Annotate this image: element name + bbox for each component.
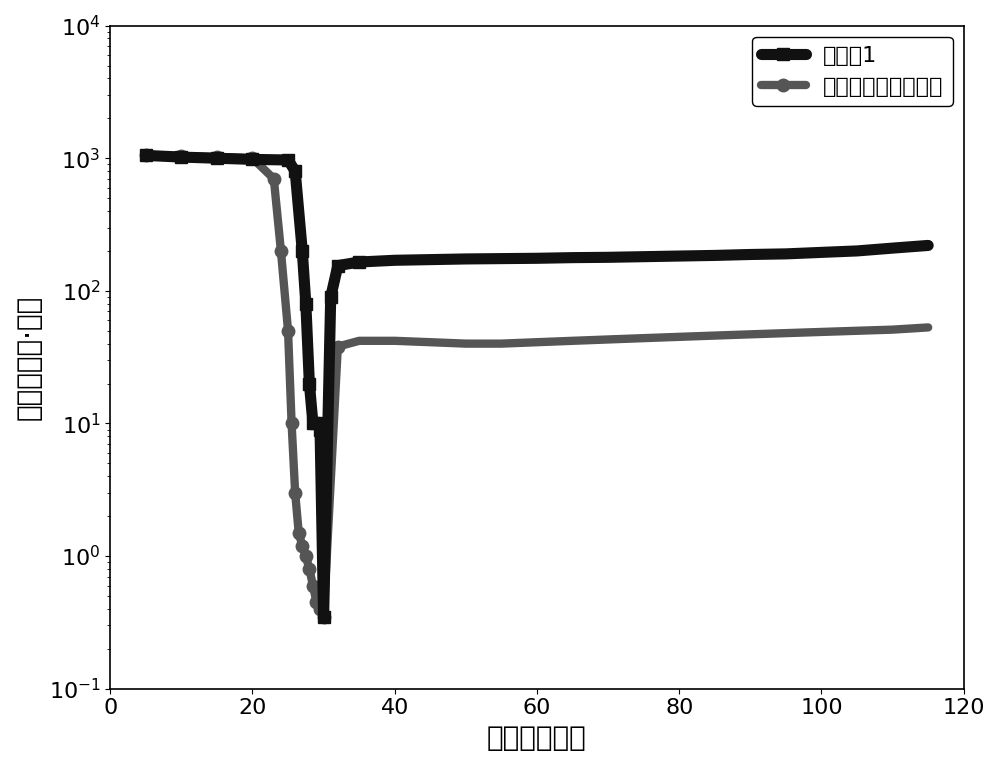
国外某型号正极浆料 (289, 489, 301, 498)
国外某型号正极浆料 (922, 323, 934, 332)
实施例1 (332, 261, 344, 270)
实施例1 (744, 250, 756, 259)
国外某型号正极浆料 (268, 174, 280, 183)
国外某型号正极浆料 (531, 337, 543, 347)
国外某型号正极浆料 (307, 581, 319, 590)
国外某型号正极浆料 (353, 336, 365, 345)
实施例1 (709, 251, 721, 260)
实施例1 (389, 255, 401, 265)
实施例1 (246, 155, 258, 164)
实施例1 (495, 254, 507, 263)
国外某型号正极浆料 (275, 246, 287, 255)
国外某型号正极浆料 (246, 153, 258, 163)
国外某型号正极浆料 (300, 551, 312, 561)
实施例1 (424, 255, 436, 264)
国外某型号正极浆料 (293, 528, 305, 538)
国外某型号正极浆料 (282, 326, 294, 335)
实施例1 (460, 255, 472, 264)
国外某型号正极浆料 (602, 335, 614, 344)
国外某型号正极浆料 (424, 337, 436, 347)
国外某型号正极浆料 (567, 336, 579, 345)
实施例1 (140, 151, 152, 160)
国外某型号正极浆料 (744, 330, 756, 339)
实施例1 (815, 248, 827, 257)
国外某型号正极浆料 (887, 325, 899, 334)
实施例1 (307, 419, 319, 428)
实施例1 (318, 612, 330, 621)
实施例1 (353, 258, 365, 267)
实施例1 (303, 379, 315, 388)
国外某型号正极浆料 (211, 153, 223, 162)
Line: 国外某型号正极浆料: 国外某型号正极浆料 (140, 149, 934, 623)
实施例1 (211, 153, 223, 163)
实施例1 (887, 243, 899, 252)
实施例1 (531, 254, 543, 263)
国外某型号正极浆料 (460, 339, 472, 348)
实施例1 (310, 419, 322, 428)
X-axis label: 时间／（秒）: 时间／（秒） (487, 724, 587, 752)
国外某型号正极浆料 (140, 150, 152, 160)
国外某型号正极浆料 (709, 331, 721, 341)
国外某型号正极浆料 (638, 334, 650, 343)
国外某型号正极浆料 (286, 419, 298, 428)
实施例1 (602, 252, 614, 262)
国外某型号正极浆料 (815, 328, 827, 337)
国外某型号正极浆料 (495, 339, 507, 348)
实施例1 (282, 156, 294, 165)
实施例1 (780, 249, 792, 258)
国外某型号正极浆料 (314, 604, 326, 614)
实施例1 (851, 246, 863, 255)
实施例1 (289, 166, 301, 176)
实施例1 (296, 246, 308, 255)
实施例1 (314, 425, 326, 434)
实施例1 (325, 292, 337, 301)
实施例1 (175, 153, 187, 162)
国外某型号正极浆料 (303, 565, 315, 574)
实施例1 (300, 299, 312, 308)
国外某型号正极浆料 (318, 612, 330, 621)
实施例1 (567, 253, 579, 262)
实施例1 (673, 252, 685, 261)
国外某型号正极浆料 (851, 326, 863, 335)
国外某型号正极浆料 (332, 342, 344, 351)
Y-axis label: 粘度／（底·秒）: 粘度／（底·秒） (15, 295, 43, 420)
国外某型号正极浆料 (780, 328, 792, 337)
Line: 实施例1: 实施例1 (140, 149, 934, 623)
国外某型号正极浆料 (175, 151, 187, 160)
国外某型号正极浆料 (310, 597, 322, 607)
实施例1 (922, 241, 934, 250)
Legend: 实施例1, 国外某型号正极浆料: 实施例1, 国外某型号正极浆料 (752, 37, 953, 106)
国外某型号正极浆料 (296, 541, 308, 550)
实施例1 (638, 252, 650, 262)
国外某型号正极浆料 (673, 332, 685, 341)
国外某型号正极浆料 (389, 336, 401, 345)
